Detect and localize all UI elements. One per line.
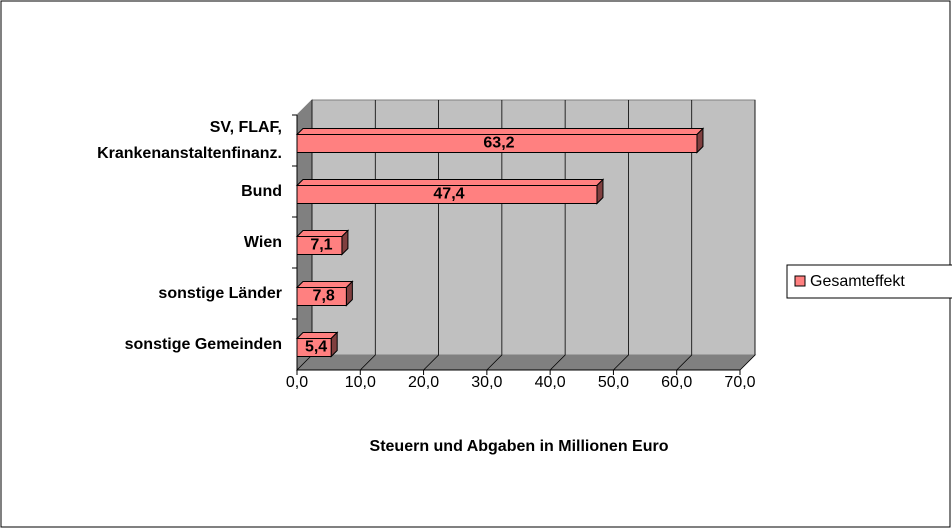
x-tick-label: 10,0	[345, 374, 376, 391]
bar-top	[295, 281, 354, 288]
grid-line	[739, 100, 756, 371]
data-label: 5,4	[305, 339, 327, 356]
x-tick-label: 50,0	[598, 374, 629, 391]
bar-front	[296, 185, 598, 204]
bar-top	[295, 128, 705, 135]
floor	[295, 354, 757, 371]
bar-front	[296, 338, 332, 357]
y-tick-label: Wien	[243, 233, 282, 251]
legend-box	[786, 264, 952, 299]
bar-front	[296, 134, 698, 153]
x-tick-label: 0,0	[286, 374, 308, 391]
x-tick-label: 60,0	[661, 374, 692, 391]
data-label: 47,4	[433, 186, 464, 203]
x-tick-label: 30,0	[471, 374, 502, 391]
bar	[295, 178, 605, 205]
y-tick-label: SV, FLAF, Krankenanstaltenfinanz.	[97, 118, 282, 162]
bar	[295, 127, 705, 154]
bar-top	[295, 230, 350, 237]
legend-label: Gesamteffekt	[810, 273, 905, 290]
x-tick-label: 40,0	[535, 374, 566, 391]
bar-top	[295, 179, 605, 186]
data-label: 7,8	[313, 288, 335, 305]
y-tick-label: Bund	[241, 182, 282, 200]
y-tick-label: sonstige Länder	[158, 284, 282, 302]
grid-line	[676, 100, 693, 371]
x-tick-label: 70,0	[724, 374, 755, 391]
data-label: 7,1	[310, 237, 332, 254]
bar	[295, 280, 354, 307]
bar-top	[295, 332, 339, 339]
grid-line	[613, 100, 629, 371]
bar-front	[296, 287, 347, 306]
bar-front	[296, 236, 343, 255]
x-tick-label: 20,0	[408, 374, 439, 391]
y-tick-label: sonstige Gemeinden	[124, 335, 282, 353]
legend-swatch	[794, 275, 806, 287]
bar	[295, 331, 339, 358]
x-axis-title: Steuern und Abgaben in Millionen Euro	[370, 438, 669, 455]
bar	[295, 229, 350, 256]
data-label: 63,2	[483, 135, 514, 152]
